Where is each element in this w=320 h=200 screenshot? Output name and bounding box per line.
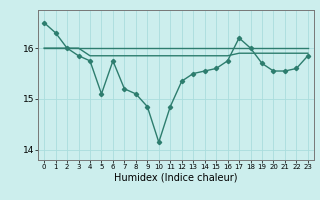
X-axis label: Humidex (Indice chaleur): Humidex (Indice chaleur): [114, 173, 238, 183]
